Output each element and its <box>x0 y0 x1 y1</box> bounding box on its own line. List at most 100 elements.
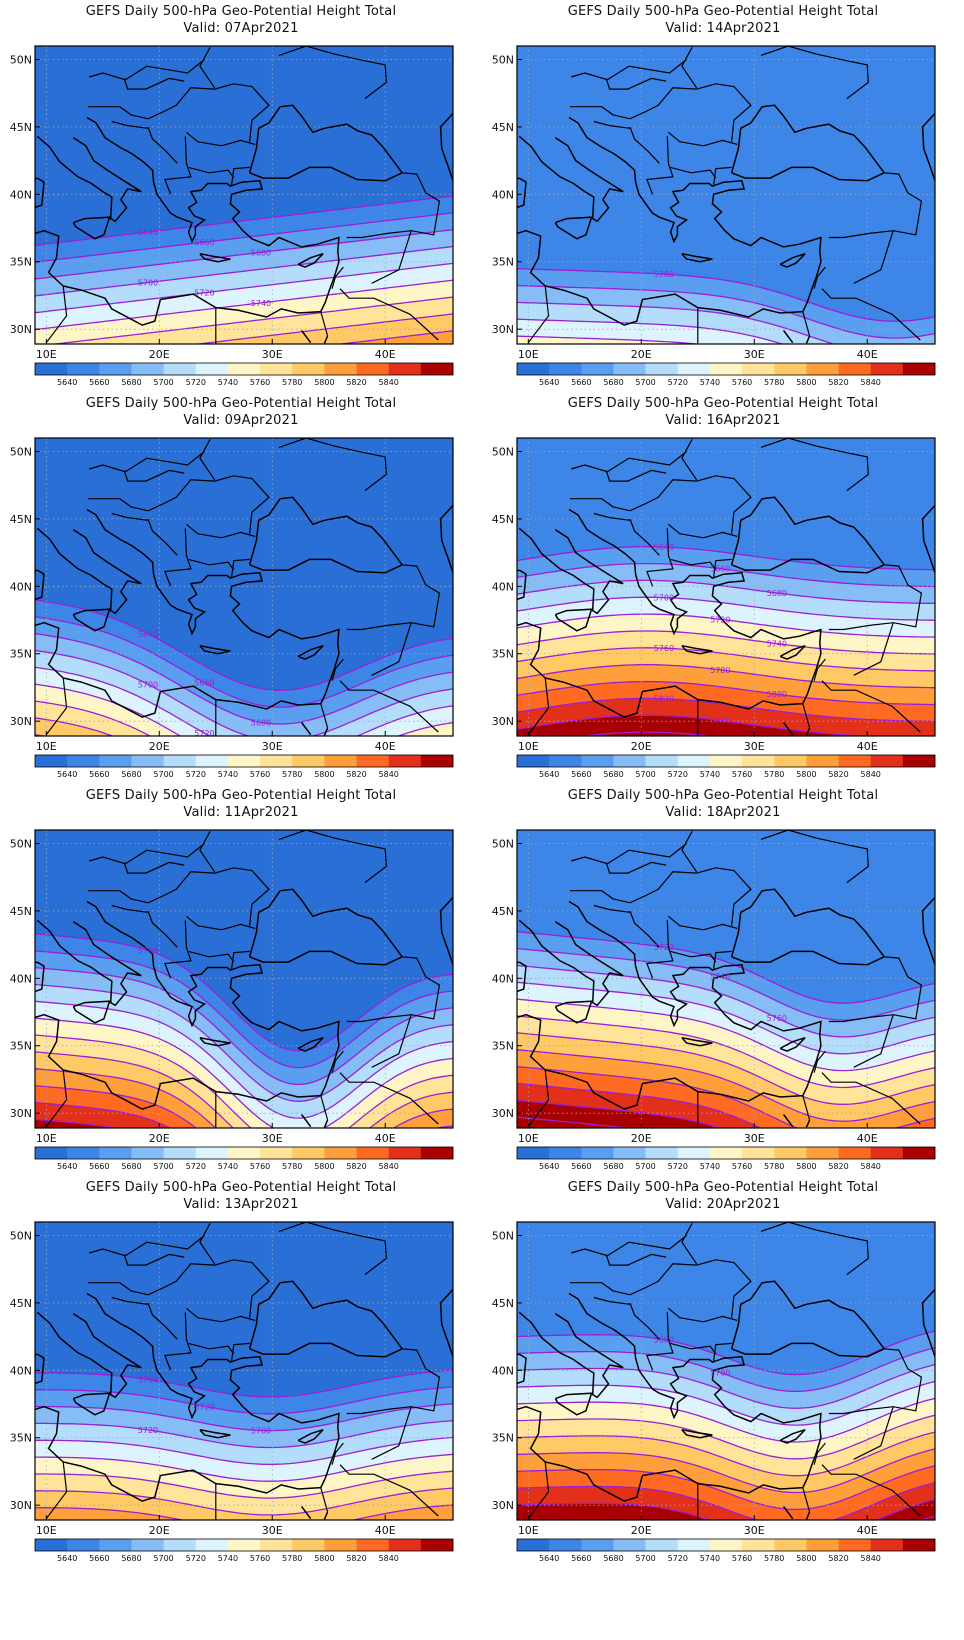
colorbar-swatch <box>356 755 389 767</box>
colorbar-swatch <box>709 1539 743 1551</box>
contour-label: 5740 <box>710 716 730 725</box>
panel-valid-date: Valid: 07Apr2021 <box>183 21 299 36</box>
colorbar-swatch <box>902 1147 936 1159</box>
country-border <box>629 518 660 556</box>
colorbar-swatch <box>677 1539 711 1551</box>
latitude-label: 40N <box>10 188 32 201</box>
colorbar-swatch <box>709 1147 743 1159</box>
colorbar-label: 5720 <box>186 1162 206 1171</box>
country-border <box>646 1312 674 1371</box>
contour-line <box>35 1369 453 1398</box>
colorbar-swatch <box>388 1539 422 1551</box>
contour-line <box>35 1084 453 1128</box>
colorbar-swatch <box>163 1147 197 1159</box>
colorbar-swatch <box>67 1539 100 1551</box>
longitude-label: 30E <box>262 1524 283 1537</box>
colorbar-label: 5760 <box>250 1162 270 1171</box>
country-border <box>371 1406 412 1460</box>
country-border <box>346 1348 441 1415</box>
country-border <box>45 1069 68 1128</box>
colorbar-label: 5720 <box>668 1554 688 1563</box>
colorbar-label: 5660 <box>89 770 109 779</box>
colorbar-label: 5780 <box>764 378 784 387</box>
coastline <box>36 1311 142 1399</box>
colorbar-label: 5820 <box>828 770 848 779</box>
colorbar-swatch <box>260 1147 293 1159</box>
coastline <box>681 1428 713 1439</box>
panel-valid-date: Valid: 09Apr2021 <box>183 413 299 428</box>
height-map: 5720 5740 5760 50N 45N 40N 35N 30N 10E 20E 30E 40E 5… <box>492 829 936 1171</box>
colorbar-label: 5640 <box>539 378 559 387</box>
contour-label: 5700 <box>138 279 158 288</box>
country-border <box>668 1307 738 1323</box>
colorbar-label: 5700 <box>153 770 173 779</box>
longitude-label: 40E <box>857 1132 878 1145</box>
height-band <box>517 1083 761 1128</box>
colorbar-swatch <box>67 755 100 767</box>
colorbar-swatch <box>677 1147 711 1159</box>
contour-line <box>35 1101 172 1128</box>
contour-line <box>517 1032 935 1105</box>
height-map: 5680 5700 50N 45N 40N 35N 30N 10E 20E 30E 40E 5640 5… <box>492 1221 936 1563</box>
country-border <box>331 1442 344 1465</box>
colorbar-swatch <box>806 755 839 767</box>
colorbar-label: 5640 <box>539 1554 559 1563</box>
colorbar-label: 5680 <box>121 378 141 387</box>
contour-line <box>35 1068 453 1128</box>
country-border <box>646 136 674 195</box>
country-border <box>828 172 923 239</box>
contour-line <box>35 228 453 280</box>
colorbar-swatch <box>163 1539 197 1551</box>
latitude-label: 35N <box>492 1040 514 1053</box>
coastline <box>36 135 142 223</box>
country-border <box>371 230 412 284</box>
map-frame <box>516 45 936 345</box>
colorbar-label: 5660 <box>89 1554 109 1563</box>
height-band <box>517 302 833 344</box>
colorbar-swatch <box>99 1147 132 1159</box>
colorbar-label: 5800 <box>796 770 816 779</box>
coastline <box>297 644 324 660</box>
contour-line <box>35 683 453 736</box>
country-border <box>760 438 869 492</box>
country-border <box>821 680 921 733</box>
longitude-label: 30E <box>744 1524 765 1537</box>
colorbar-label: 5840 <box>379 1162 399 1171</box>
contour-line <box>35 1504 453 1520</box>
latitude-label: 35N <box>492 648 514 661</box>
coastline <box>35 1353 45 1385</box>
coastline <box>921 1288 935 1358</box>
coastline <box>297 1428 324 1444</box>
latitude-label: 30N <box>10 1499 32 1512</box>
country-border <box>123 469 185 482</box>
colorbar-swatch <box>356 363 389 375</box>
colorbar-swatch <box>260 363 293 375</box>
colorbar-swatch <box>99 363 132 375</box>
coastline <box>35 900 340 1110</box>
colorbar-label: 5740 <box>218 1162 238 1171</box>
contour-label: 5700 <box>138 1375 158 1384</box>
latitude-label: 35N <box>10 256 32 269</box>
country-border <box>188 1342 235 1355</box>
country-border <box>147 518 178 556</box>
colorbar-swatch <box>420 363 454 375</box>
contour-line <box>35 599 453 691</box>
coastline <box>35 569 45 601</box>
colorbar-label: 5840 <box>379 1554 399 1563</box>
height-band <box>517 1049 935 1128</box>
contour-line <box>517 1414 935 1460</box>
contour-line <box>517 1431 935 1477</box>
coastline <box>300 722 312 736</box>
colorbar-label: 5760 <box>732 1554 752 1563</box>
coastline <box>517 569 527 601</box>
country-border <box>629 126 660 164</box>
longitude-label: 10E <box>518 348 539 361</box>
coastline <box>323 727 329 736</box>
colorbar-swatch <box>195 1539 229 1551</box>
panel-valid-date: Valid: 20Apr2021 <box>665 1197 781 1212</box>
colorbar-label: 5680 <box>121 1554 141 1563</box>
coastline <box>199 1428 231 1439</box>
colorbar-frame <box>516 754 936 768</box>
contour-line <box>35 1017 453 1128</box>
coastline <box>439 896 453 966</box>
